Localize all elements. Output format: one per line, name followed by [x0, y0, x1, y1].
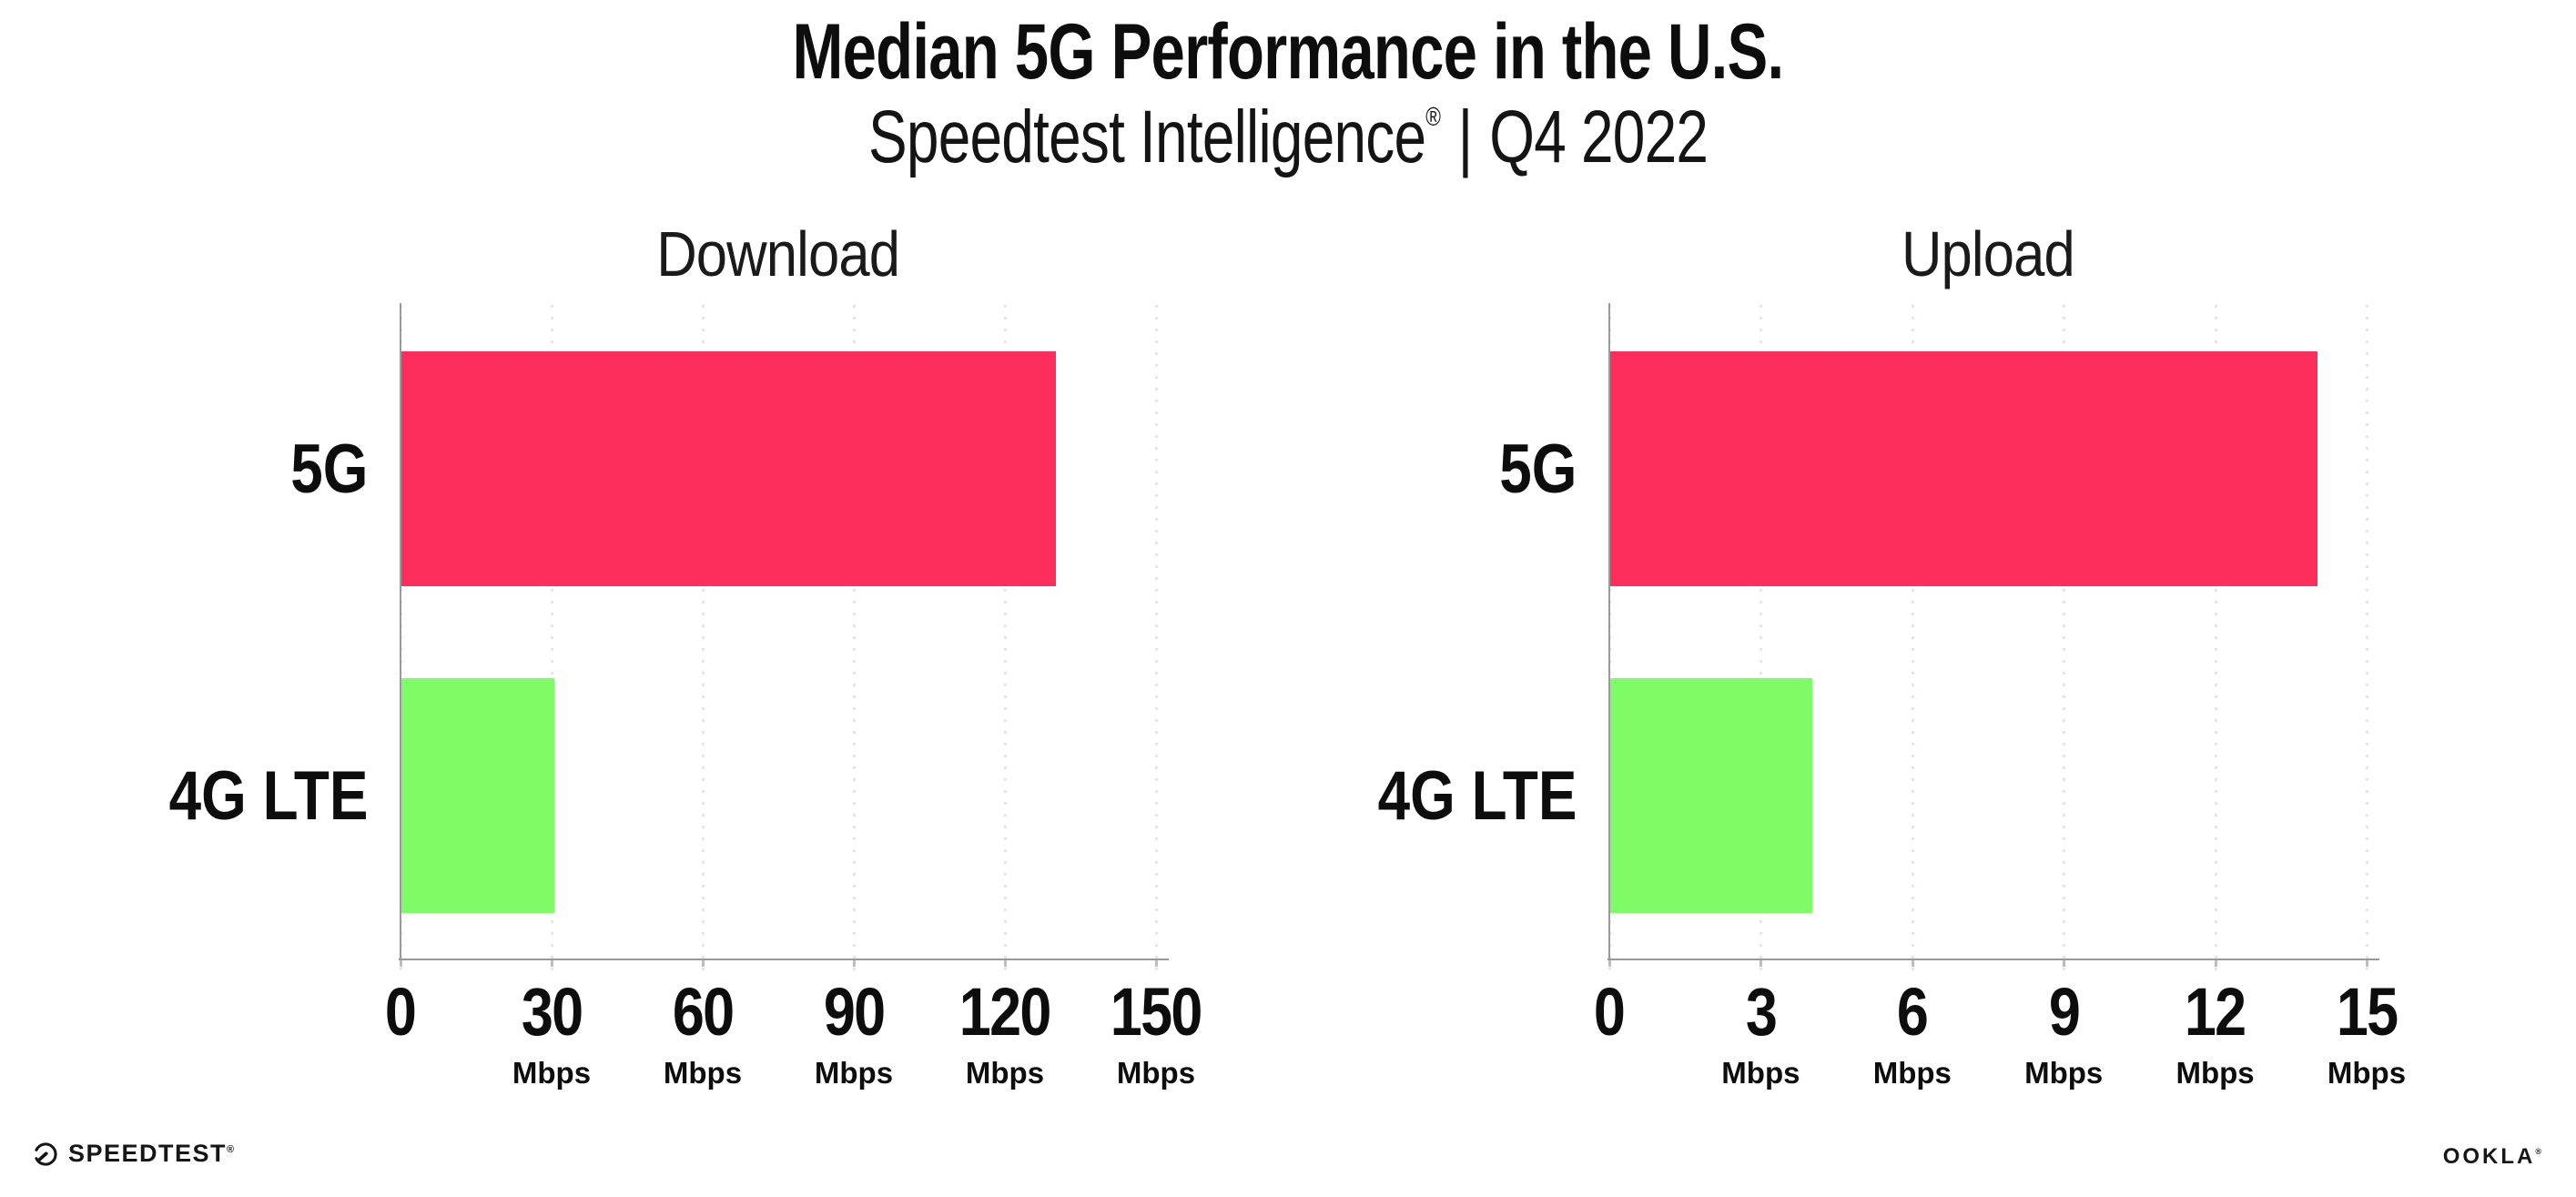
speedtest-wordmark: SPEEDTEST® — [68, 1140, 235, 1167]
gridline — [1911, 305, 1914, 979]
speedometer-gauge-icon — [35, 1141, 57, 1166]
axis-tick — [400, 960, 402, 967]
page-subtitle: Speedtest Intelligence® | Q4 2022 — [0, 96, 2576, 178]
x-tick-value: 15 — [2336, 974, 2399, 1050]
gridline — [702, 305, 705, 979]
subtitle-product: Speedtest Intelligence — [867, 96, 1426, 179]
axis-tick — [551, 960, 553, 967]
ookla-logo: OOKLA® — [2443, 1144, 2541, 1170]
report-header: Median 5G Performance in the U.S. Speedt… — [0, 11, 2576, 178]
gridline — [2366, 305, 2368, 979]
axis-tick — [853, 960, 856, 967]
bar-4g-lte — [1610, 678, 1812, 913]
x-tick-unit: Mbps — [512, 1056, 592, 1090]
x-tick-label: 6 Mbps — [1794, 974, 2031, 1090]
x-tick-label: 15 Mbps — [2248, 974, 2485, 1090]
x-tick-value: 120 — [959, 974, 1052, 1050]
x-tick-label: 120 Mbps — [887, 974, 1123, 1090]
registered-trademark-icon: ® — [227, 1144, 235, 1155]
axis-tick — [1155, 960, 1158, 967]
x-tick-value: 30 — [521, 974, 583, 1050]
bar-5g — [1610, 351, 2317, 586]
chart-panel-upload: Upload 0 3 Mbps 6 Mbps 9 Mbps 12 Mbps 15 Mbps 5G 4G … — [1377, 218, 2406, 1088]
gridline — [2214, 305, 2217, 979]
x-tick-value: 6 — [1897, 974, 1929, 1050]
x-axis-line — [1607, 959, 2379, 960]
category-label-4g-lte: 4G LTE — [1377, 756, 1577, 835]
gridline — [1155, 305, 1158, 979]
x-tick-label: 30 Mbps — [433, 974, 670, 1090]
x-tick-unit: Mbps — [2024, 1056, 2104, 1090]
gridline — [853, 305, 856, 979]
axis-tick — [2063, 960, 2066, 967]
axis-tick — [1004, 960, 1007, 967]
category-label-5g: 5G — [1498, 430, 1577, 508]
gridline — [2063, 305, 2066, 979]
x-tick-value: 9 — [2048, 974, 2081, 1050]
x-tick-unit: Mbps — [814, 1056, 894, 1090]
gridline — [551, 305, 553, 979]
x-tick-label: 0 — [1491, 979, 1728, 1046]
x-tick-value: 12 — [2185, 974, 2246, 1050]
x-tick-label: 12 Mbps — [2097, 974, 2334, 1090]
x-tick-value: 0 — [1594, 974, 1626, 1050]
x-tick-unit: Mbps — [1872, 1056, 1952, 1090]
bar-5g — [401, 351, 1057, 586]
axis-tick — [702, 960, 705, 967]
x-tick-unit: Mbps — [2327, 1056, 2407, 1090]
registered-trademark-icon: ® — [2535, 1147, 2541, 1156]
subtitle-period: Q4 2022 — [1489, 96, 1709, 179]
x-tick-value: 3 — [1745, 974, 1778, 1050]
axis-tick — [1911, 960, 1914, 967]
category-label-5g: 5G — [289, 430, 368, 508]
chart-panel-download: Download 0 30 Mbps 60 Mbps 90 Mbps 120 Mbps 150 Mb… — [168, 218, 1202, 1088]
x-tick-unit: Mbps — [965, 1056, 1045, 1090]
x-tick-value: 0 — [385, 974, 417, 1050]
x-tick-unit: Mbps — [663, 1056, 743, 1090]
x-tick-unit: Mbps — [1116, 1056, 1196, 1090]
ookla-wordmark: OOKLA — [2442, 1144, 2536, 1169]
x-tick-label: 150 Mbps — [1038, 974, 1274, 1090]
axis-tick — [2366, 960, 2368, 967]
x-tick-value: 60 — [672, 974, 735, 1050]
gridline — [1004, 305, 1007, 979]
x-tick-label: 0 — [282, 979, 519, 1046]
axis-tick — [1760, 960, 1763, 967]
bar-4g-lte — [401, 678, 555, 913]
speedtest-logo: SPEEDTEST® — [33, 1140, 234, 1168]
category-label-4g-lte: 4G LTE — [168, 756, 368, 835]
x-tick-label: 90 Mbps — [735, 974, 972, 1090]
page-title: Median 5G Performance in the U.S. — [792, 8, 1785, 96]
chart-title-upload: Upload — [1902, 218, 2075, 289]
chart-title-download: Download — [656, 218, 901, 289]
x-tick-label: 60 Mbps — [584, 974, 821, 1090]
y-axis-line — [400, 303, 401, 959]
x-tick-label: 9 Mbps — [1945, 974, 2182, 1090]
x-tick-unit: Mbps — [2175, 1056, 2255, 1090]
x-tick-value: 150 — [1111, 974, 1203, 1050]
x-tick-unit: Mbps — [1721, 1056, 1800, 1090]
subtitle-separator: | — [1457, 96, 1474, 179]
registered-trademark-icon: ® — [1425, 103, 1441, 133]
x-tick-label: 3 Mbps — [1642, 974, 1879, 1090]
y-axis-line — [1608, 303, 1610, 959]
x-axis-line — [399, 959, 1169, 960]
axis-tick — [2214, 960, 2217, 967]
axis-tick — [1608, 960, 1611, 967]
x-tick-value: 90 — [823, 974, 886, 1050]
gridline — [1760, 305, 1763, 979]
